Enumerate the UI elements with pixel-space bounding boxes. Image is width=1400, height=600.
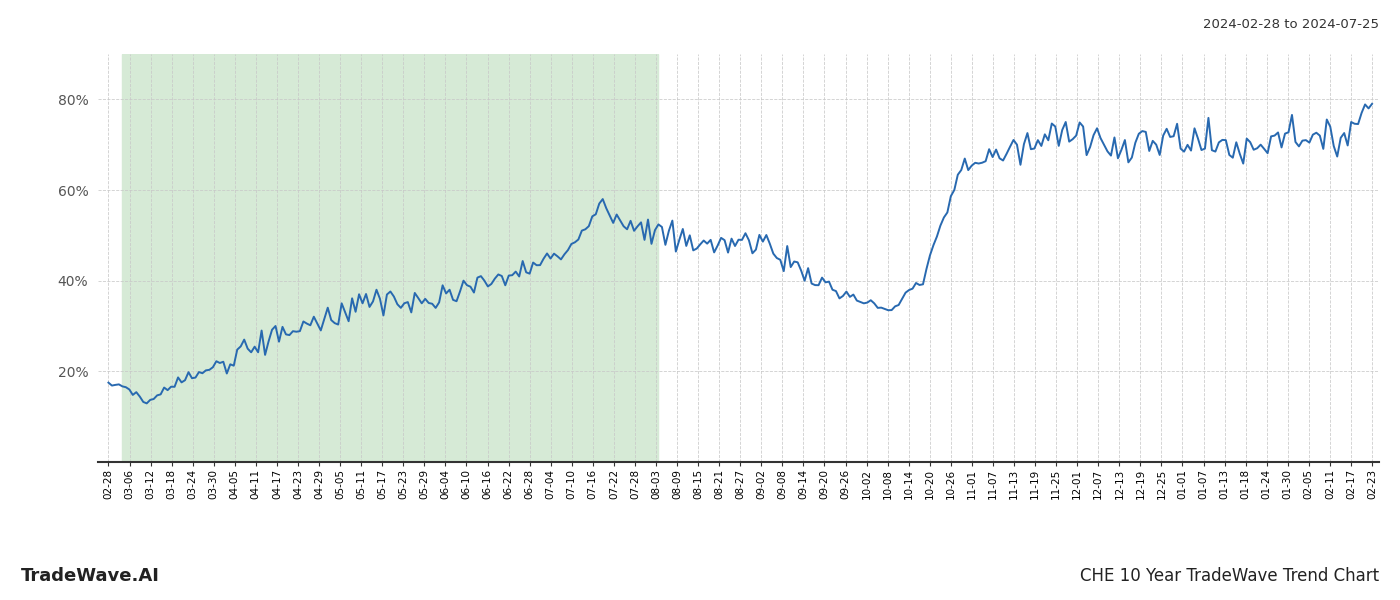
Text: TradeWave.AI: TradeWave.AI [21,567,160,585]
Text: 2024-02-28 to 2024-07-25: 2024-02-28 to 2024-07-25 [1203,18,1379,31]
Text: CHE 10 Year TradeWave Trend Chart: CHE 10 Year TradeWave Trend Chart [1079,567,1379,585]
Bar [122,54,658,462]
